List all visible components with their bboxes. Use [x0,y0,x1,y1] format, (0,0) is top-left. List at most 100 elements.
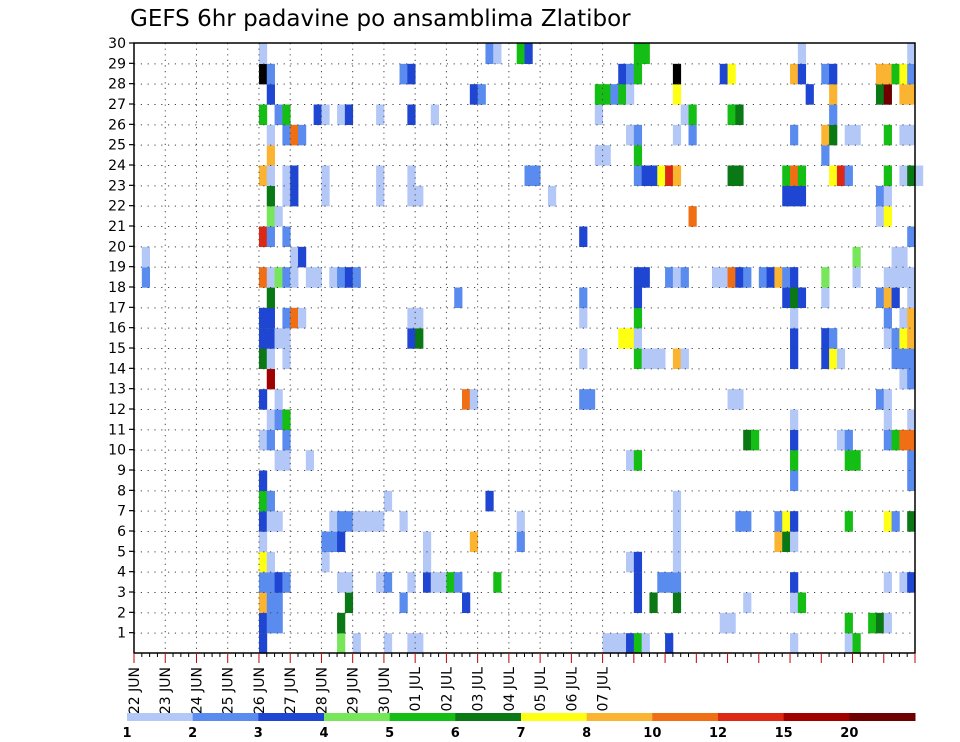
legend-swatch [783,713,850,721]
heat-cell [907,43,916,65]
heat-cell [258,328,268,349]
heat-cell [298,124,307,146]
heat-cell [344,267,354,288]
heat-cell [883,84,892,105]
heat-cell [649,592,658,614]
heat-cell [797,287,807,309]
heat-cell [743,592,752,614]
heat-cell [266,328,275,349]
heat-cell [758,267,768,288]
heat-cell [672,511,682,532]
heat-cell [282,328,291,349]
heat-cell [266,429,275,451]
heat-cell [633,43,643,65]
heat-cell [633,633,643,654]
heat-cell [743,511,752,532]
heat-cell [415,633,424,654]
heat-cell [750,429,760,451]
heat-cell [282,104,291,126]
heat-cell [844,124,853,146]
heat-cell [883,206,892,227]
heat-cell [579,226,588,248]
heat-cell [641,348,650,370]
heat-cell [266,511,275,532]
heat-cell [672,592,682,614]
heat-cell [727,63,736,85]
heat-cell [266,267,275,288]
heat-cell [321,104,330,126]
heat-cell [844,429,853,451]
heat-cell [672,63,682,85]
heat-cell [711,267,721,288]
legend-swatch [586,713,653,721]
heat-cell [329,531,338,553]
heat-cell [610,84,619,105]
y-tick-label: 22 [108,199,126,215]
y-tick-label: 18 [108,280,126,296]
heat-cell [266,165,275,187]
heat-cell [665,572,674,593]
heat-cell [258,226,268,248]
heat-cell [266,63,275,85]
heat-cell [657,572,666,593]
heat-cell [907,226,916,248]
heat-cell [907,267,916,288]
heat-cell [868,612,877,634]
heat-cell [462,389,471,410]
heat-cell [258,551,268,573]
legend-level-label: 10 [643,726,661,741]
heat-cell [790,633,799,654]
heat-cell [891,348,900,370]
heat-cell [907,572,916,593]
heat-cell [899,572,908,593]
heat-cell [665,165,674,187]
heat-cell [258,470,268,492]
heat-cell [266,368,275,390]
heat-cell [258,267,268,288]
heat-cell [891,511,900,532]
heat-cell [618,63,627,85]
heat-cell [790,307,799,329]
heat-cell [352,511,361,532]
heat-cell [829,165,838,187]
heat-cell [907,328,916,349]
heat-cell [274,267,283,288]
x-tick-label: 28 JUN [314,667,330,714]
heat-cell [688,124,697,146]
heat-cell [258,612,268,634]
heat-cell [594,84,603,105]
heat-cell [665,633,674,654]
heat-cell [399,511,408,532]
heat-cell [321,185,330,207]
heat-cell [719,612,728,634]
heatmap-cells [141,43,924,654]
legend-level-label: 8 [582,726,591,741]
heat-cell [352,633,361,654]
heat-cell [462,592,471,614]
y-tick-label: 4 [117,565,126,581]
heat-cell [516,43,525,65]
heat-cell [337,633,346,654]
heat-cell [282,124,291,146]
heat-cell [672,165,682,187]
heat-cell [337,531,346,553]
heat-cell [782,165,791,187]
heat-cell [907,429,916,451]
heat-cell [790,267,799,288]
heat-cell [282,348,291,370]
heat-cell [743,429,752,451]
heat-cell [899,124,908,146]
heat-cell [407,328,416,349]
heat-cell [626,124,635,146]
color-legend: 1 2 3 4 5 6 7 8 10 12 15 20 [122,713,916,741]
heat-cell [407,185,416,207]
heat-cell [844,612,853,634]
heat-cell [524,165,533,187]
y-tick-label: 21 [108,219,126,235]
heat-cell [883,165,892,187]
legend-level-label: 12 [709,726,727,741]
heat-cell [907,368,916,390]
heat-cell [266,226,275,248]
heat-cell [383,490,393,512]
y-tick-label: 19 [108,260,126,276]
